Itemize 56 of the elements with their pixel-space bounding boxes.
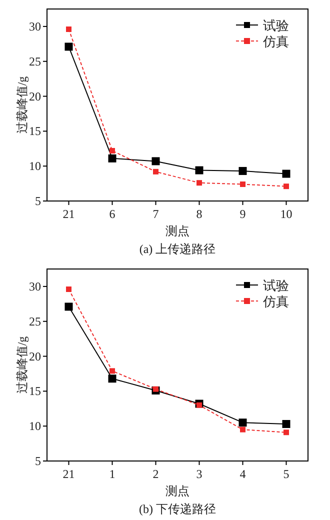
text: (b) 下传递路径 (139, 502, 216, 516)
point (64, 42, 73, 51)
x-axis-title: 测点 (166, 484, 190, 498)
point (240, 181, 246, 187)
x-tick-label: 5 (283, 467, 290, 481)
x-tick-label: 2 (152, 467, 159, 481)
x-tick-label: 3 (196, 467, 202, 481)
point (153, 168, 158, 174)
x-tick-label: 7 (152, 207, 159, 221)
x-tick-label: 4 (240, 467, 246, 481)
point (282, 420, 290, 428)
point (153, 386, 158, 392)
x-tick-label: 9 (240, 207, 246, 221)
point (238, 166, 247, 175)
point (196, 402, 202, 408)
text: (a) 上传递路径 (139, 242, 216, 256)
point (108, 154, 116, 162)
y-tick-label: 5 (35, 194, 41, 208)
point (196, 180, 202, 186)
x-axis-title: 测点 (166, 224, 190, 238)
x-tick-label: 6 (109, 207, 116, 221)
x-tick-label: 1 (109, 467, 116, 481)
point (108, 374, 116, 383)
legend-label: 仿真 (262, 34, 289, 49)
x-tick-label: 10 (280, 207, 292, 221)
point (66, 26, 72, 32)
y-axis-title: 过载峰值/g (15, 76, 29, 134)
legend-label: 仿真 (262, 294, 289, 309)
point (282, 170, 290, 178)
y-tick-label: 20 (29, 89, 41, 104)
point (238, 418, 247, 427)
y-tick-label: 25 (29, 314, 41, 328)
point (110, 148, 115, 154)
x-tick-label: 8 (196, 207, 202, 221)
x-tick-label: 21 (62, 467, 75, 481)
y-tick-label: 10 (29, 419, 41, 434)
point (66, 286, 72, 292)
y-tick-label: 15 (29, 384, 41, 398)
point (110, 368, 115, 374)
legend-label: 试验 (263, 18, 289, 33)
point (240, 426, 246, 432)
point (64, 302, 73, 311)
y-axis-title: 过载峰值/g (15, 336, 29, 394)
y-tick-label: 15 (29, 124, 41, 138)
x-tick-label: 21 (62, 207, 75, 221)
y-tick-label: 25 (29, 54, 41, 68)
y-tick-label: 10 (29, 159, 41, 174)
y-tick-label: 30 (29, 19, 41, 34)
point (284, 184, 289, 190)
point (284, 430, 289, 436)
y-tick-label: 5 (35, 454, 41, 468)
y-tick-label: 30 (29, 279, 41, 294)
point (152, 157, 160, 166)
point (195, 166, 204, 174)
legend-label: 试验 (263, 278, 289, 293)
y-tick-label: 20 (29, 349, 41, 364)
